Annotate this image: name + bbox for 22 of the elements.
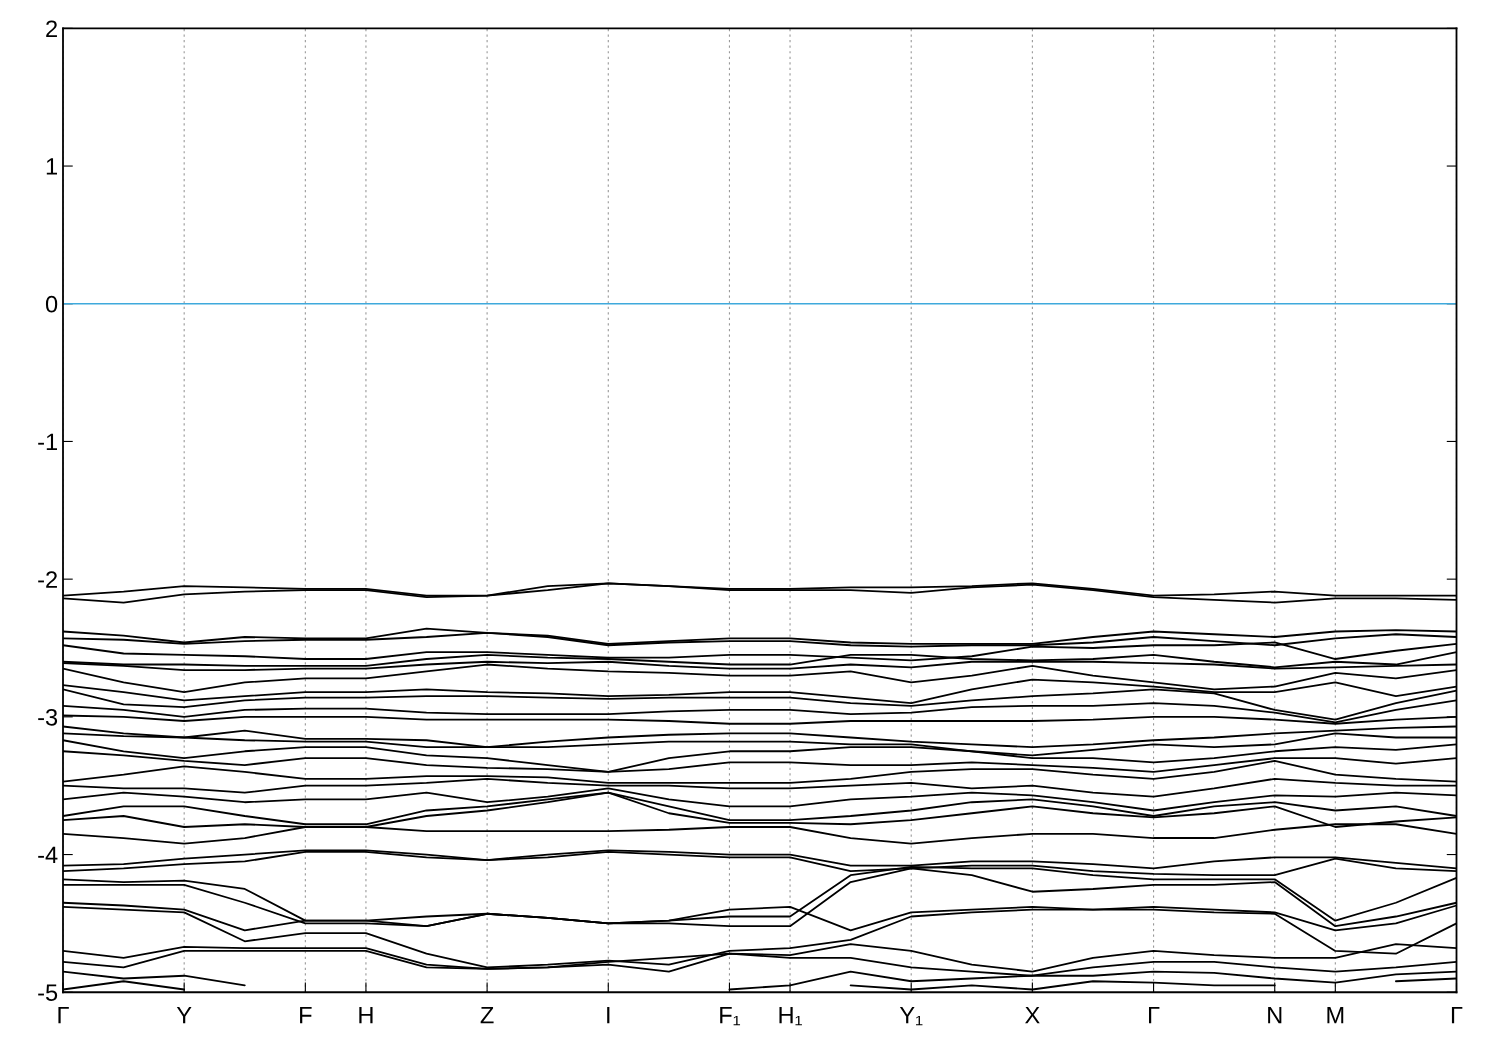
y-tick-label: -5 <box>38 984 58 1002</box>
y-tick-label: 2 <box>46 20 57 37</box>
y-tick-label: 1 <box>46 158 57 175</box>
y-tick-label: -3 <box>38 708 58 726</box>
x-tick-label: Γ <box>1451 1006 1463 1024</box>
x-tick-label: Z <box>480 1007 494 1024</box>
x-tick-label: Y <box>176 1007 192 1024</box>
x-tick-label: Y₁ <box>899 1007 923 1026</box>
x-tick-label: M <box>1327 1007 1344 1024</box>
x-tick-label: I <box>607 1007 610 1024</box>
y-tick-label: -4 <box>38 846 58 864</box>
x-tick-label: H₁ <box>779 1007 802 1026</box>
x-tick-label: Γ <box>1149 1006 1160 1024</box>
x-tick-label: F₁ <box>720 1007 741 1026</box>
x-tick-label: H <box>359 1007 373 1024</box>
x-tick-label: Γ <box>58 1006 69 1024</box>
y-tick-label: 0 <box>45 295 58 313</box>
x-tick-label: X <box>1025 1007 1040 1024</box>
x-tick-label: F <box>300 1007 312 1024</box>
y-tick-label: -1 <box>38 433 57 451</box>
x-tick-label: N <box>1268 1007 1282 1024</box>
y-tick-label: -2 <box>38 571 57 588</box>
